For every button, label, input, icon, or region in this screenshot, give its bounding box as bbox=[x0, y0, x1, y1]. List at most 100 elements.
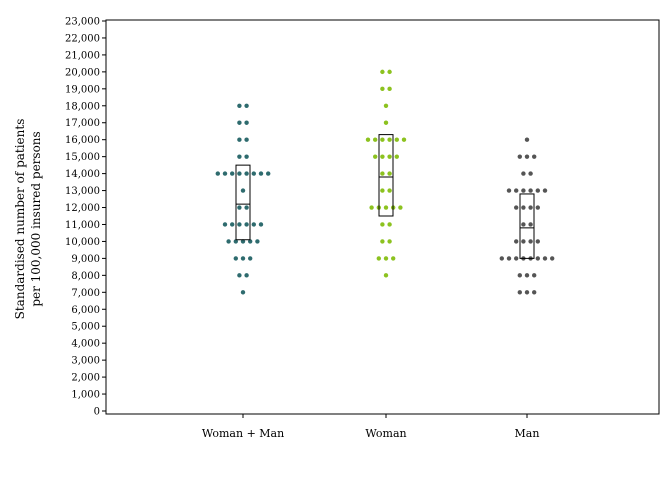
x-category-label: Woman bbox=[365, 427, 406, 440]
data-point bbox=[233, 239, 238, 244]
y-tick-label: 1,000 bbox=[71, 390, 100, 401]
y-tick-label: 19,000 bbox=[65, 84, 100, 95]
data-point bbox=[521, 188, 526, 193]
data-point bbox=[255, 239, 260, 244]
data-point bbox=[383, 205, 389, 210]
data-point bbox=[237, 120, 242, 125]
data-point bbox=[387, 222, 392, 227]
y-tick-label: 15,000 bbox=[65, 152, 100, 163]
data-point bbox=[244, 205, 249, 210]
data-point bbox=[380, 137, 385, 142]
data-point bbox=[521, 171, 526, 176]
data-point bbox=[528, 188, 533, 193]
data-point bbox=[383, 273, 389, 278]
data-point bbox=[550, 256, 555, 261]
y-tick-label: 5,000 bbox=[71, 322, 100, 333]
data-point bbox=[535, 188, 540, 193]
data-point bbox=[524, 137, 530, 142]
y-tick-label: 11,000 bbox=[65, 220, 100, 231]
series-group bbox=[499, 137, 555, 295]
data-point bbox=[387, 86, 392, 92]
data-point bbox=[514, 239, 519, 244]
data-point bbox=[251, 171, 256, 176]
data-point bbox=[528, 205, 533, 210]
y-tick-label: 2,000 bbox=[71, 373, 100, 384]
data-point bbox=[237, 154, 242, 159]
data-point bbox=[380, 239, 385, 244]
data-point bbox=[521, 239, 526, 244]
data-point bbox=[365, 137, 371, 142]
y-tick-label: 6,000 bbox=[71, 305, 100, 316]
data-point bbox=[521, 222, 526, 227]
data-point bbox=[244, 273, 249, 278]
data-point bbox=[528, 222, 533, 227]
y-tick-label: 3,000 bbox=[71, 356, 100, 367]
data-point bbox=[376, 256, 381, 261]
data-point bbox=[230, 222, 235, 227]
data-point bbox=[528, 239, 533, 244]
data-point bbox=[222, 222, 228, 227]
data-point bbox=[535, 256, 540, 261]
data-point bbox=[258, 171, 264, 176]
plot-frame bbox=[105, 19, 660, 415]
data-point bbox=[535, 205, 540, 210]
y-tick-label: 0 bbox=[94, 407, 100, 418]
x-category-label: Man bbox=[515, 427, 540, 440]
y-tick-label: 4,000 bbox=[71, 339, 100, 350]
y-tick-label: 16,000 bbox=[65, 135, 100, 146]
x-category-label: Woman + Man bbox=[202, 427, 284, 440]
data-point bbox=[373, 154, 378, 159]
data-point bbox=[514, 188, 519, 193]
data-point bbox=[517, 290, 522, 295]
data-point bbox=[222, 171, 228, 176]
data-point bbox=[401, 137, 407, 142]
data-point bbox=[528, 171, 533, 176]
y-axis-title-line2: per 100,000 insured persons bbox=[29, 131, 43, 306]
data-point bbox=[237, 205, 242, 210]
data-point bbox=[248, 256, 253, 261]
data-point bbox=[240, 239, 246, 244]
data-point bbox=[387, 239, 392, 244]
iqr-box bbox=[235, 164, 251, 241]
data-point bbox=[244, 222, 249, 227]
y-tick-label: 18,000 bbox=[65, 101, 100, 112]
data-point bbox=[237, 137, 242, 142]
data-point bbox=[380, 154, 385, 159]
data-point bbox=[521, 205, 526, 210]
data-point bbox=[240, 188, 246, 193]
y-tick-label: 7,000 bbox=[71, 288, 100, 299]
data-point bbox=[380, 86, 385, 92]
data-point bbox=[394, 137, 399, 142]
data-point bbox=[380, 171, 385, 176]
data-point bbox=[237, 171, 242, 176]
data-point bbox=[524, 290, 530, 295]
y-tick-label: 23,000 bbox=[65, 17, 100, 28]
data-point bbox=[237, 222, 242, 227]
data-point bbox=[542, 256, 548, 261]
data-point bbox=[230, 171, 235, 176]
data-point bbox=[542, 188, 548, 193]
data-point bbox=[266, 171, 271, 176]
y-tick-label: 12,000 bbox=[65, 203, 100, 214]
y-tick-label: 22,000 bbox=[65, 33, 100, 44]
data-point bbox=[380, 69, 385, 75]
data-point bbox=[251, 222, 256, 227]
data-point bbox=[226, 239, 231, 244]
data-point bbox=[387, 171, 392, 176]
y-tick-label: 8,000 bbox=[71, 271, 100, 282]
data-point bbox=[248, 239, 253, 244]
data-point bbox=[244, 137, 249, 142]
series-group bbox=[365, 69, 407, 278]
data-point bbox=[237, 273, 242, 278]
data-point bbox=[506, 188, 512, 193]
y-tick-label: 9,000 bbox=[71, 254, 100, 265]
data-point bbox=[383, 120, 389, 125]
data-point bbox=[244, 120, 249, 125]
data-point bbox=[387, 69, 392, 75]
y-tick-label: 17,000 bbox=[65, 118, 100, 129]
data-point bbox=[499, 256, 504, 261]
data-point bbox=[215, 171, 220, 176]
data-point bbox=[240, 256, 246, 261]
y-tick-label: 14,000 bbox=[65, 169, 100, 180]
data-point bbox=[387, 188, 392, 193]
